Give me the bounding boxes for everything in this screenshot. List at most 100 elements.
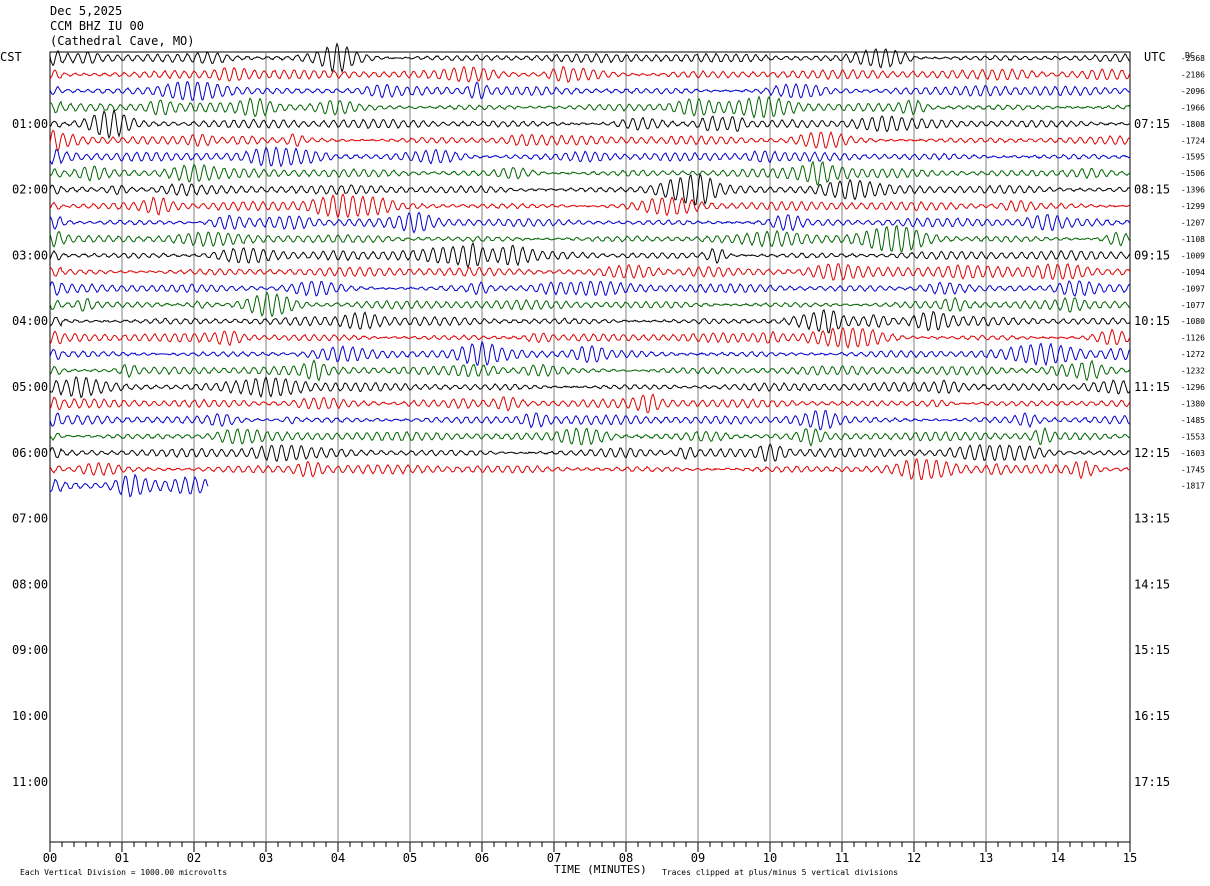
x-tick-label: 08 (619, 851, 633, 865)
hour-label-left: 03:00 (12, 248, 48, 262)
seismic-trace (49, 211, 1131, 234)
hour-label-left: 10:00 (12, 709, 48, 723)
seismic-trace (49, 129, 1131, 153)
traces-layer (49, 42, 1131, 498)
seismic-trace (49, 193, 1131, 219)
seismic-trace (49, 375, 1131, 399)
seismic-trace (49, 42, 1131, 74)
dc-offset-label: -1745 (1181, 465, 1205, 474)
seismic-trace (49, 81, 1131, 101)
dc-offset-label: -1396 (1181, 186, 1205, 195)
seismic-trace (49, 291, 1131, 318)
seismic-trace (49, 65, 1131, 84)
hour-label-left: 09:00 (12, 643, 48, 657)
hour-label-right: 14:15 (1134, 577, 1170, 591)
seismic-trace (49, 327, 1131, 349)
seismic-trace (49, 443, 1131, 462)
x-tick-label: 07 (547, 851, 561, 865)
x-tick-label: 15 (1123, 851, 1137, 865)
dc-offset-label: -1485 (1181, 416, 1205, 425)
dc-offset-label: -1009 (1181, 251, 1205, 260)
dc-offset-label: -1603 (1181, 449, 1205, 458)
x-tick-label: 01 (115, 851, 129, 865)
x-axis-title: TIME (MINUTES) (554, 863, 647, 876)
hour-label-right: 09:15 (1134, 248, 1170, 262)
dc-offset-label: -2186 (1181, 70, 1205, 79)
hour-label-left: 06:00 (12, 446, 48, 460)
hour-label-left: 05:00 (12, 380, 48, 394)
seismic-trace (49, 241, 1131, 269)
hour-label-right: 15:15 (1134, 643, 1170, 657)
x-tick-label: 13 (979, 851, 993, 865)
dc-offset-label: -2096 (1181, 87, 1205, 96)
dc-offset-label: -1232 (1181, 367, 1205, 376)
footer-scale-note: Each Vertical Division = 1000.00 microvo… (20, 868, 228, 877)
seismic-trace (49, 458, 1131, 480)
dc-offset-label: -1553 (1181, 432, 1205, 441)
dc-offset-label: -1506 (1181, 169, 1205, 178)
seismic-trace (49, 224, 1131, 253)
seismic-trace (49, 263, 1131, 281)
seismic-trace (49, 409, 1131, 431)
dc-offset-label: -1272 (1181, 350, 1205, 359)
hour-label-right: 07:15 (1134, 117, 1170, 131)
hour-label-left: 08:00 (12, 577, 48, 591)
seismic-trace (49, 473, 209, 498)
footer-clip-note: Traces clipped at plus/minus 5 vertical … (662, 868, 899, 877)
dc-offset-label: -1077 (1181, 301, 1205, 310)
dc-offset-label: -1207 (1181, 219, 1205, 228)
seismic-trace (49, 427, 1131, 447)
dc-offset-label: -1966 (1181, 103, 1205, 112)
x-tick-label: 14 (1051, 851, 1065, 865)
dc-offset-label: -1817 (1181, 482, 1205, 491)
seismic-trace (49, 160, 1131, 186)
x-tick-label: 02 (187, 851, 201, 865)
x-tick-label: 00 (43, 851, 57, 865)
dc-offset-label: -1080 (1181, 317, 1205, 326)
hour-label-right: 13:15 (1134, 512, 1170, 526)
right-zone-label: UTC (1144, 50, 1166, 64)
grid-layer (49, 51, 1131, 852)
seismic-trace (49, 108, 1131, 140)
x-tick-label: 03 (259, 851, 273, 865)
hour-label-right: 12:15 (1134, 446, 1170, 460)
hour-label-right: 11:15 (1134, 380, 1170, 394)
hour-label-right: 17:15 (1134, 775, 1170, 789)
dc-offset-label: -1380 (1181, 399, 1205, 408)
left-zone-label: CST (0, 50, 22, 64)
seismic-trace (49, 280, 1131, 297)
header-location: (Cathedral Cave, MO) (50, 34, 195, 48)
dc-offset-label: -1595 (1181, 153, 1205, 162)
hour-label-left: 01:00 (12, 117, 48, 131)
seismic-trace (49, 95, 1131, 119)
seismic-trace (49, 308, 1131, 334)
dc-offset-label: -1808 (1181, 120, 1205, 129)
x-tick-label: 10 (763, 851, 777, 865)
dc-offset-label: -1094 (1181, 268, 1205, 277)
dc-offset-label: -2368 (1181, 54, 1205, 63)
dc-offset-label: -1299 (1181, 202, 1205, 211)
header-station: CCM BHZ IU 00 (50, 19, 144, 33)
dc-offset-label: -1296 (1181, 383, 1205, 392)
dc-header: DC (1185, 51, 1195, 60)
seismic-trace (49, 340, 1131, 367)
dc-offset-label: -1724 (1181, 136, 1205, 145)
hour-label-left: 11:00 (12, 775, 48, 789)
header-date: Dec 5,2025 (50, 4, 123, 18)
x-tick-label: 12 (907, 851, 921, 865)
seismic-trace (49, 393, 1131, 414)
x-tick-label: 11 (835, 851, 849, 865)
labels-layer: 00 01 02 03 04 05 06 07 08 09 10 11 12 13 14 15 01:00 02:… (12, 54, 1205, 865)
hour-label-left: 07:00 (12, 512, 48, 526)
x-tick-label: 06 (475, 851, 489, 865)
seismic-trace (49, 146, 1131, 168)
hour-label-right: 08:15 (1134, 183, 1170, 197)
dc-offset-label: -1108 (1181, 235, 1205, 244)
hour-label-right: 10:15 (1134, 314, 1170, 328)
x-tick-label: 05 (403, 851, 417, 865)
dc-offset-label: -1097 (1181, 284, 1205, 293)
hour-label-right: 16:15 (1134, 709, 1170, 723)
x-tick-label: 09 (691, 851, 705, 865)
x-tick-label: 04 (331, 851, 345, 865)
